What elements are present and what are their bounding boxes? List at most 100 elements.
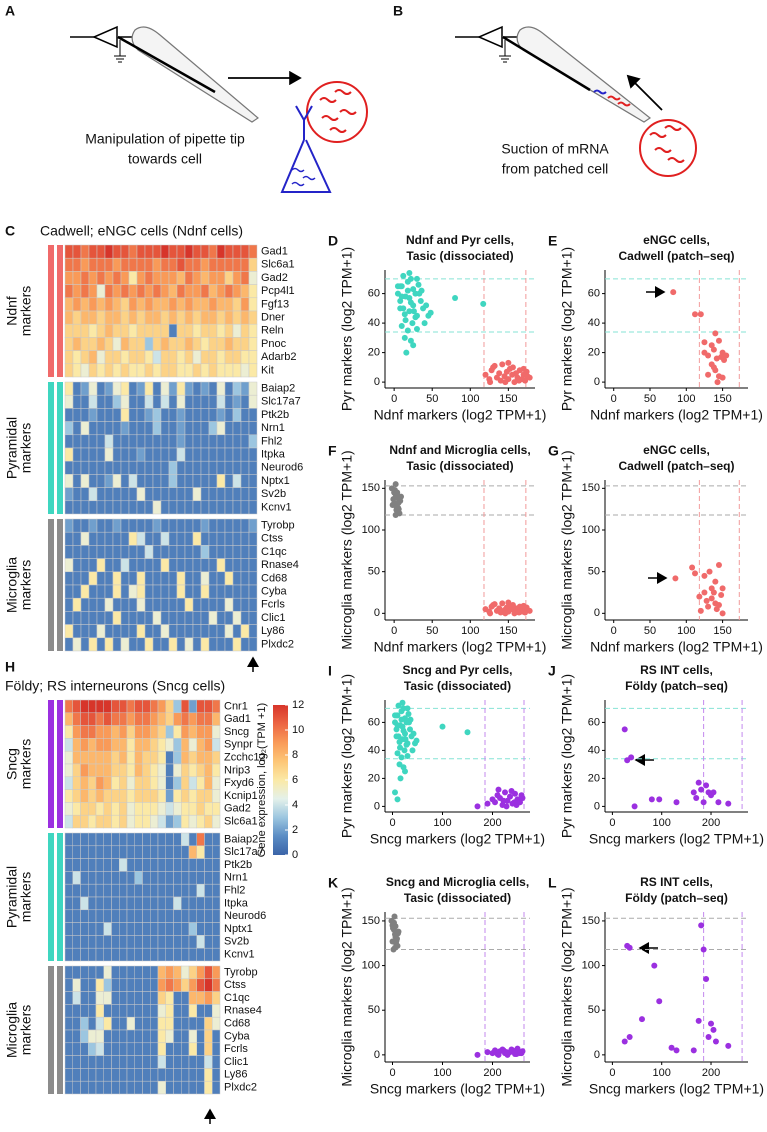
heat-cell [80, 460, 90, 475]
heat-cell [216, 460, 226, 475]
heat-cell [104, 500, 114, 515]
heat-cell [192, 337, 202, 351]
heat-cell [72, 558, 82, 573]
gene-label: Pnoc [261, 338, 287, 350]
heat-cell [184, 408, 194, 422]
heat-cell [142, 789, 151, 803]
heat-cell [168, 394, 178, 409]
heat-cell [134, 763, 143, 778]
heat-cell [126, 922, 135, 936]
point [692, 570, 699, 577]
point [407, 337, 414, 344]
heat-cell [168, 460, 178, 475]
point [413, 326, 420, 332]
y-tick-label: 0 [374, 607, 380, 619]
heat-cell [128, 584, 138, 599]
group-strip [57, 700, 63, 828]
heat-cell [96, 310, 106, 325]
heat-cell [196, 1016, 205, 1031]
heat-cell [157, 1068, 166, 1082]
heat-cell [80, 323, 90, 338]
heat-cell [64, 789, 73, 803]
heat-cell [134, 789, 143, 803]
heat-cell [204, 922, 213, 936]
heat-cell [103, 845, 112, 859]
y-axis-title: Microglia markers (log2 TPM+1) [339, 450, 355, 649]
point [511, 799, 518, 806]
heat-cell [134, 802, 143, 816]
heat-cell [134, 935, 143, 949]
point [713, 606, 720, 613]
caption: Manipulation of pipette tip [85, 131, 245, 147]
heat-cell [142, 947, 151, 962]
heat-cell [200, 531, 210, 546]
heat-cell [144, 337, 154, 351]
heat-cell [188, 789, 197, 803]
heat-cell [119, 991, 128, 1005]
heat-cell [80, 531, 90, 546]
heat-cell [72, 814, 81, 829]
heat-cell [111, 699, 120, 714]
heat-cell [96, 518, 106, 533]
heat-cell [184, 421, 194, 436]
heat-cell [88, 845, 97, 859]
heat-cell [144, 381, 154, 396]
point [672, 575, 679, 582]
panel-label: L [548, 875, 557, 891]
heat-cell [173, 725, 182, 739]
heat-cell [111, 1029, 120, 1044]
heat-cell [95, 883, 104, 898]
point [522, 377, 529, 384]
heat-cell [224, 571, 234, 586]
point [415, 281, 422, 288]
point [703, 782, 710, 789]
point [621, 1038, 628, 1045]
heat-cell [192, 244, 202, 259]
heat-cell [95, 909, 104, 923]
heat-cell [128, 271, 138, 285]
heat-cell [240, 323, 250, 338]
y-tick-label: 0 [594, 800, 600, 812]
heat-cell [208, 571, 218, 586]
heat-cell [160, 531, 170, 546]
point [656, 796, 663, 803]
x-tick-label: 0 [389, 817, 395, 829]
heat-cell [64, 935, 73, 949]
heat-cell [176, 545, 186, 559]
heat-cell [80, 750, 89, 765]
heat-cell [165, 802, 174, 816]
point [405, 711, 412, 717]
heat-cell [80, 611, 90, 625]
gene-label: Slc17a7 [261, 396, 301, 408]
heat-cell [136, 257, 146, 272]
heat-cell [104, 381, 114, 396]
heat-cell [157, 1016, 166, 1031]
heat-cell [157, 845, 166, 859]
heat-cell [168, 474, 178, 488]
heat-cell [216, 310, 226, 325]
heat-cell [208, 545, 218, 559]
heat-cell [150, 1004, 159, 1018]
heat-cell [168, 421, 178, 436]
gene-label: Neurod6 [224, 910, 266, 922]
heat-cell [136, 637, 146, 652]
heat-cell [72, 408, 82, 422]
heat-cell [204, 763, 213, 778]
point [499, 600, 506, 607]
heat-cell [150, 871, 159, 885]
heat-cell [188, 763, 197, 778]
point [394, 796, 401, 803]
heat-cell [168, 310, 178, 325]
heat-cell [181, 832, 190, 847]
heat-cell [181, 1016, 190, 1031]
gene-label: Plxdc2 [261, 638, 294, 650]
heat-cell [126, 1029, 135, 1044]
heat-cell [165, 750, 174, 765]
heat-cell [216, 394, 226, 409]
heat-cell [64, 637, 74, 652]
heat-cell [168, 257, 178, 272]
heat-cell [168, 297, 178, 312]
heat-cell [200, 244, 210, 259]
heat-cell [72, 858, 81, 872]
heat-cell [111, 1080, 120, 1095]
